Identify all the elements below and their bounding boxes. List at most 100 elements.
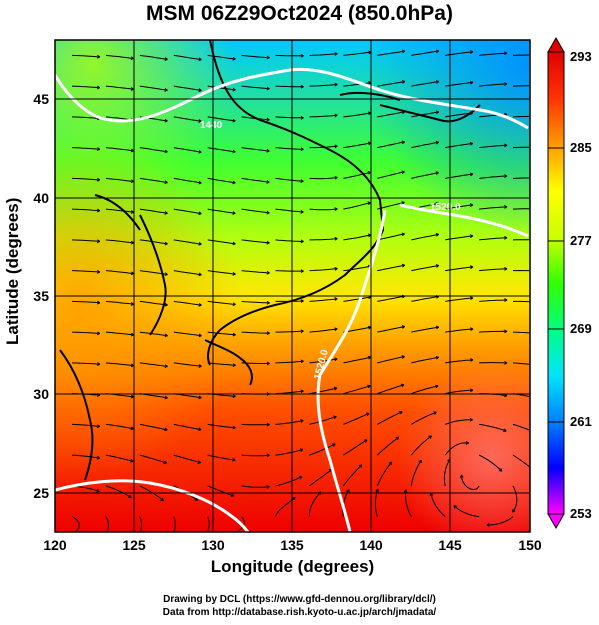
streamline-arrowhead: [164, 395, 168, 400]
streamline: [309, 53, 338, 56]
streamline: [139, 331, 168, 337]
colorbar-label: 253: [570, 506, 592, 521]
streamline-arrowhead: [334, 113, 338, 118]
streamline-arrowhead: [504, 143, 508, 148]
streamline-arrowhead: [538, 177, 541, 180]
streamline: [71, 208, 100, 212]
streamline-arrowhead: [435, 110, 440, 115]
streamline-arrowhead: [232, 211, 236, 215]
streamline: [207, 54, 236, 60]
streamline: [343, 82, 372, 87]
streamline: [241, 208, 270, 214]
streamline: [105, 485, 132, 499]
streamline: [343, 171, 371, 179]
streamline: [139, 300, 168, 306]
streamline: [139, 362, 168, 367]
streamline-arrowhead: [266, 180, 270, 184]
streamline-arrowhead: [469, 172, 474, 177]
streamline-arrowhead: [96, 208, 101, 213]
x-tick-label: 125: [122, 537, 146, 553]
streamline-arrowhead: [130, 210, 135, 214]
streamline: [309, 177, 338, 180]
streamline-arrowhead: [96, 488, 100, 493]
streamline-arrowhead: [375, 488, 379, 493]
streamline-arrowhead: [266, 55, 270, 60]
streamline-arrowhead: [470, 296, 474, 301]
streamline-arrowhead: [266, 361, 270, 366]
streamline: [377, 111, 405, 118]
streamline-arrowhead: [266, 453, 270, 458]
streamline-arrowhead: [232, 363, 236, 368]
streamline: [105, 423, 134, 430]
streamline: [275, 147, 304, 150]
streamline: [343, 51, 372, 56]
streamline: [512, 115, 530, 118]
streamline: [411, 111, 439, 118]
streamline: [411, 50, 439, 56]
streamline: [275, 420, 304, 425]
colorbar: 293 285 277 269 261 253: [547, 36, 592, 530]
streamline: [309, 208, 338, 211]
streamline: [411, 356, 439, 364]
streamline-arrowhead: [401, 355, 405, 359]
streamline-arrowhead: [435, 140, 440, 145]
streamline: [309, 238, 338, 241]
streamline: [343, 412, 370, 425]
streamline: [461, 474, 480, 491]
streamline: [105, 147, 134, 152]
streamline-arrowhead: [232, 302, 236, 307]
streamline: [207, 362, 236, 366]
streamline-arrowhead: [128, 494, 132, 499]
streamline-arrowhead: [459, 474, 464, 478]
streamline: [377, 81, 405, 87]
streamline: [309, 358, 338, 364]
streamline-arrowhead: [300, 419, 304, 423]
streamline-arrowhead: [300, 53, 304, 58]
streamline-arrowhead: [367, 355, 372, 360]
streamline: [71, 362, 100, 365]
streamline: [71, 116, 100, 119]
streamline: [275, 448, 304, 456]
streamline: [275, 177, 304, 182]
streamline-arrowhead: [130, 332, 135, 337]
streamline: [275, 239, 304, 242]
streamline-arrowhead: [130, 458, 134, 463]
streamline: [374, 488, 379, 517]
streamline-arrowhead: [300, 84, 304, 89]
streamline: [343, 296, 372, 302]
streamline-arrowhead: [194, 497, 199, 501]
streamline-arrowhead: [130, 179, 135, 184]
streamline-arrowhead: [498, 468, 503, 472]
y-tick-label: 25: [33, 485, 49, 501]
streamline-arrowhead: [130, 56, 135, 61]
streamline: [105, 270, 134, 275]
streamline-arrowhead: [435, 201, 439, 206]
streamline-arrowhead: [300, 299, 304, 303]
streamline-arrowhead: [167, 539, 170, 542]
streamline: [377, 326, 405, 333]
streamline-arrowhead: [334, 82, 338, 87]
streamline: [71, 423, 100, 427]
streamline: [275, 360, 304, 364]
streamline-arrowhead: [164, 149, 168, 154]
streamline-arrowhead: [198, 149, 202, 154]
streamline-arrowhead: [164, 333, 168, 338]
x-tick-label: 140: [359, 537, 383, 553]
streamline: [241, 454, 270, 457]
streamline-arrowhead: [232, 118, 236, 123]
streamline-arrowhead: [230, 493, 235, 497]
streamline-arrowhead: [164, 241, 168, 246]
streamline: [241, 147, 270, 152]
streamline-arrowhead: [435, 232, 440, 237]
y-tick-label: 45: [33, 91, 49, 107]
streamline-arrowhead: [96, 177, 101, 182]
y-axis-label: Latitude (degrees): [3, 197, 22, 345]
streamline: [173, 270, 202, 276]
streamline: [139, 85, 168, 91]
streamline-arrowhead: [334, 52, 338, 56]
streamline: [71, 454, 100, 459]
streamline: [343, 142, 372, 149]
streamline: [513, 300, 530, 303]
streamline-arrowhead: [470, 388, 474, 393]
streamline: [411, 233, 439, 241]
